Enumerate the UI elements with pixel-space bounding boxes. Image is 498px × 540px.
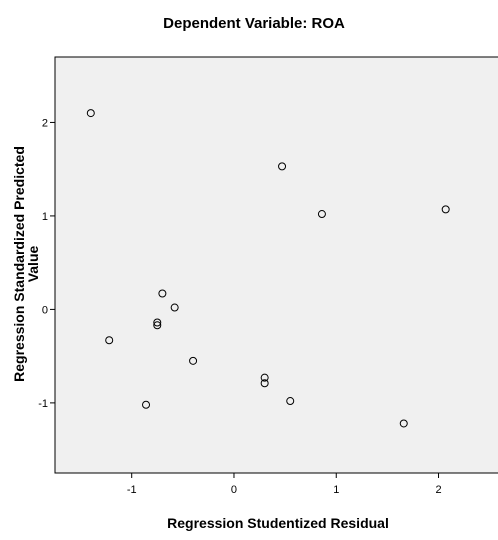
chart-title: Dependent Variable: ROA <box>163 15 345 32</box>
data-point <box>317 210 326 219</box>
y-tick-label: 1 <box>42 211 48 223</box>
data-point <box>86 109 95 118</box>
data-point <box>170 303 179 312</box>
data-point <box>278 162 287 171</box>
y-axis-title-line-2: Value <box>25 246 41 283</box>
y-axis-title-line-1: Regression Standardized Predicted <box>11 146 27 382</box>
y-tick-label: 2 <box>42 117 48 129</box>
data-point <box>153 321 162 330</box>
data-point <box>158 289 167 298</box>
y-tick-label: 0 <box>42 304 48 316</box>
data-points <box>86 109 450 428</box>
y-axis-title: Regression Standardized Predicted Value <box>11 146 41 382</box>
data-point <box>105 336 114 345</box>
data-point <box>142 400 151 409</box>
x-tick-label: 2 <box>435 484 441 496</box>
x-tick-label: 0 <box>231 484 237 496</box>
plot-area <box>54 56 498 474</box>
data-point <box>260 373 269 382</box>
x-axis-ticks: -1 0 1 2 <box>127 473 442 496</box>
x-tick-label: -1 <box>127 484 137 496</box>
data-point <box>286 397 295 406</box>
data-point <box>399 419 408 428</box>
data-point <box>189 356 198 365</box>
data-point <box>153 318 162 327</box>
data-point <box>441 205 450 214</box>
x-tick-label: 1 <box>333 484 339 496</box>
data-point <box>260 379 269 388</box>
y-axis-ticks: -1 0 1 2 <box>38 117 55 410</box>
x-axis-title: Regression Studentized Residual <box>167 515 389 531</box>
y-tick-label: -1 <box>38 398 48 410</box>
